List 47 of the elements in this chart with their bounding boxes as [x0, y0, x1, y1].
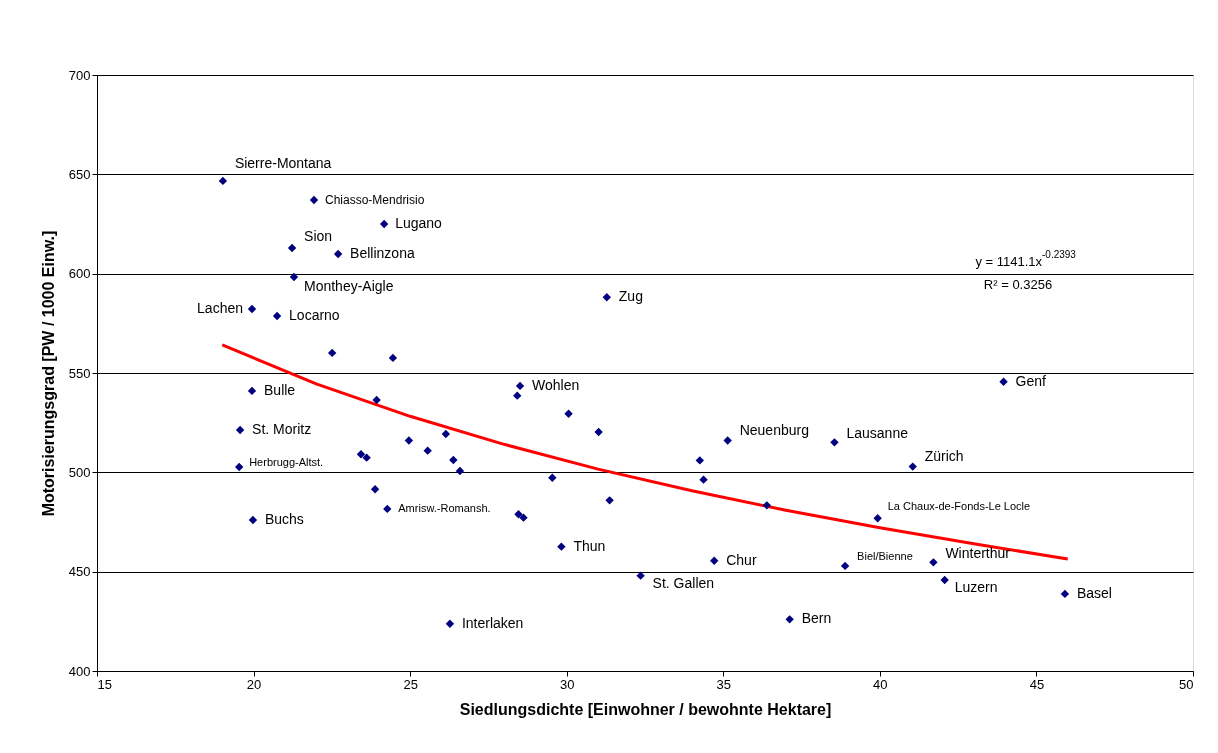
annotation: Thun	[573, 537, 606, 554]
annotation: Biel/Bienne	[857, 549, 913, 562]
x-tick-label: 30	[559, 676, 575, 692]
annotation: Herbrugg-Altst.	[249, 455, 324, 468]
x-tick-label: 50	[1179, 676, 1194, 692]
y-tick-label: 600	[68, 266, 91, 282]
y-tick-label: 550	[68, 365, 91, 381]
x-axis-title: Siedlungsdichte [Einwohner / bewohnte Hektare]	[459, 700, 832, 718]
annotation: Genf	[1015, 372, 1047, 389]
y-tick-label: 700	[68, 67, 91, 83]
y-tick-label: 450	[68, 564, 91, 580]
annotation: Bulle	[264, 381, 296, 398]
y-tick-label: 650	[68, 166, 91, 182]
y-axis-title: Motorisierungsgrad [PW / 1000 Einw.]	[39, 230, 57, 517]
annotation: Bellinzona	[350, 245, 415, 261]
annotation: Neuenburg	[739, 421, 809, 438]
annotation: R² = 0.3256	[983, 277, 1053, 292]
annotation: Interlaken	[461, 614, 524, 631]
x-tick-label: 45	[1029, 676, 1045, 692]
annotation: Bern	[801, 610, 832, 627]
annotation: Lugano	[395, 215, 443, 231]
annotation: Lachen	[197, 300, 244, 317]
x-tick-label: 25	[403, 676, 418, 692]
annotation: Locarno	[289, 306, 340, 323]
annotation: Lausanne	[846, 425, 909, 442]
annotation: Sion	[304, 228, 333, 245]
annotation: Luzern	[954, 579, 998, 596]
annotation: Sierre-Montana	[234, 154, 332, 171]
annotation: St. Moritz	[252, 421, 312, 438]
x-tick-label: 15	[97, 676, 112, 692]
annotation: Monthey-Aigle	[303, 278, 394, 295]
x-tick-label: 20	[246, 676, 262, 692]
annotation: Wohlen	[532, 376, 580, 393]
annotation: Chiasso-Mendrisio	[325, 192, 425, 207]
annotation: La Chaux-de-Fonds-Le Locle	[887, 500, 1031, 513]
x-tick-label: 40	[873, 676, 888, 692]
y-tick-label: 500	[68, 464, 91, 480]
annotation: Winterthur	[945, 545, 1011, 562]
x-tick-label: 35	[716, 676, 732, 692]
annotation: Chur	[726, 551, 757, 568]
y-tick-label: 400	[68, 663, 91, 679]
annotation: Amrisw.-Romansh.	[398, 501, 491, 514]
annotation: Zürich	[924, 447, 964, 464]
annotation: Basel	[1076, 584, 1112, 601]
annotation: Zug	[618, 288, 643, 305]
annotation: Buchs	[264, 511, 304, 528]
annotation: St. Gallen	[652, 574, 715, 591]
